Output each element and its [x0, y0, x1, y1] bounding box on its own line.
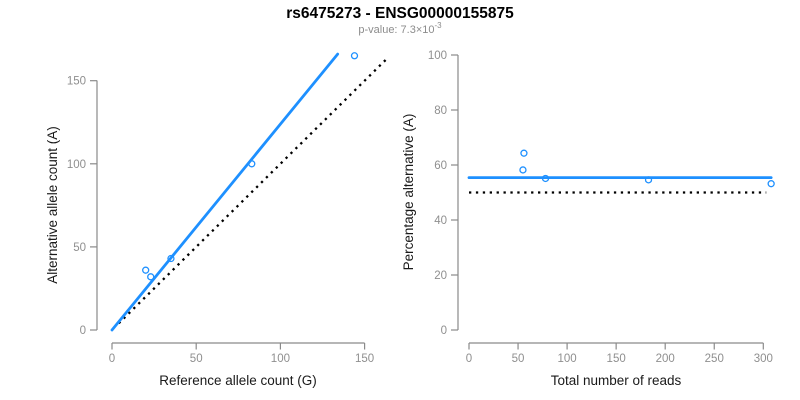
- left-y-axis-title: Alternative allele count (A): [45, 126, 60, 284]
- data-point: [519, 166, 527, 174]
- x-tick-label: 0: [109, 353, 115, 365]
- y-tick-label: 80: [434, 105, 447, 117]
- y-tick-label: 20: [434, 270, 447, 282]
- y-tick-label: 100: [67, 159, 86, 171]
- pvalue-text: p-value: 7.3×10: [358, 24, 434, 36]
- fit-line: [110, 52, 340, 332]
- x-tick-label: 100: [558, 353, 577, 365]
- figure-title: rs6475273 - ENSG00000155875: [286, 5, 514, 22]
- left-scatter-panel: 0 50 100 150 0 50 100 150 Reference allele coun…: [45, 52, 389, 388]
- y-tick-label: 40: [434, 215, 447, 227]
- data-point: [350, 52, 359, 60]
- x-tick-label: 250: [705, 353, 724, 365]
- pvalue-exponent: -3: [435, 21, 443, 30]
- x-tick-label: 200: [656, 353, 675, 365]
- y-tick-label: 0: [441, 325, 447, 337]
- right-panel-plot-elements: 0 20 40 60 80 100 0 50 100 150 200 250 300: [428, 50, 775, 365]
- right-y-axis-title: Percentage alternative (A): [401, 114, 416, 271]
- y-tick-label: 150: [67, 76, 86, 88]
- data-point: [541, 174, 550, 183]
- data-point: [147, 273, 155, 281]
- x-tick-label: 100: [271, 353, 290, 365]
- y-tick-label: 60: [434, 160, 447, 172]
- data-point: [767, 180, 775, 188]
- right-x-axis-title: Total number of reads: [551, 373, 682, 388]
- data-point: [248, 160, 256, 168]
- left-panel-plot-elements: 0 50 100 150 0 50 100 150: [67, 52, 389, 365]
- data-point: [167, 254, 175, 263]
- x-tick-label: 150: [607, 353, 626, 365]
- right-scatter-panel: 0 20 40 60 80 100 0 50 100 150 200 250 300 Total num…: [401, 50, 775, 388]
- x-tick-label: 50: [190, 353, 203, 365]
- x-tick-label: 0: [466, 353, 472, 365]
- y-tick-label: 0: [80, 325, 86, 337]
- x-tick-label: 300: [754, 353, 773, 365]
- identity-line: [117, 56, 389, 325]
- x-tick-label: 50: [512, 353, 525, 365]
- data-point: [644, 176, 653, 184]
- data-point: [520, 149, 528, 157]
- x-tick-label: 150: [355, 353, 374, 365]
- y-tick-label: 100: [428, 50, 447, 62]
- data-point: [142, 266, 150, 274]
- y-tick-label: 50: [73, 242, 86, 254]
- figure-subtitle: p-value: 7.3×10-3: [358, 21, 442, 36]
- left-x-axis-title: Reference allele count (G): [159, 373, 317, 388]
